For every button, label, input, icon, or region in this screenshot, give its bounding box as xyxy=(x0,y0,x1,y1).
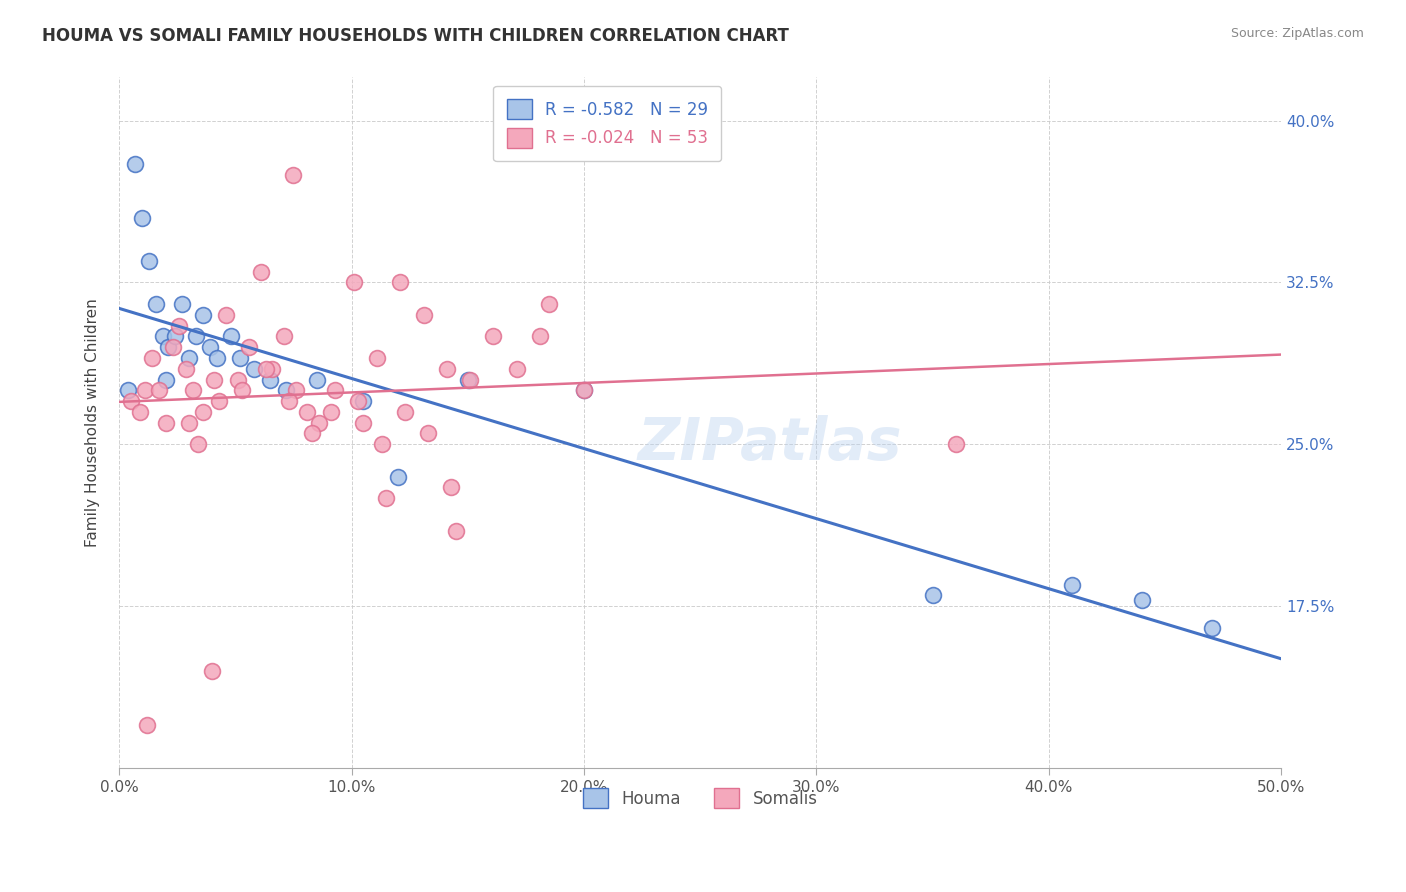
Point xyxy=(283,168,305,182)
Point xyxy=(273,329,295,343)
Point xyxy=(343,276,366,290)
Point xyxy=(198,340,221,354)
Point xyxy=(187,437,209,451)
Point xyxy=(191,308,214,322)
Point xyxy=(208,394,231,409)
Legend: Houma, Somalis: Houma, Somalis xyxy=(576,781,824,815)
Point xyxy=(352,416,374,430)
Point xyxy=(276,384,298,398)
Point xyxy=(170,297,193,311)
Point xyxy=(389,276,412,290)
Point xyxy=(375,491,398,506)
Point xyxy=(169,318,191,333)
Point xyxy=(250,265,273,279)
Point xyxy=(202,372,225,386)
Point xyxy=(238,340,260,354)
Point xyxy=(308,416,330,430)
Point xyxy=(347,394,370,409)
Point xyxy=(921,588,943,602)
Point xyxy=(162,340,184,354)
Point xyxy=(394,405,416,419)
Point xyxy=(1130,592,1153,607)
Y-axis label: Family Households with Children: Family Households with Children xyxy=(86,298,100,547)
Point xyxy=(945,437,967,451)
Point xyxy=(412,308,434,322)
Point xyxy=(117,384,139,398)
Point xyxy=(352,394,374,409)
Point xyxy=(458,372,481,386)
Point xyxy=(229,351,252,365)
Point xyxy=(156,340,179,354)
Point xyxy=(176,361,198,376)
Point xyxy=(177,416,200,430)
Point xyxy=(305,372,328,386)
Point xyxy=(138,253,160,268)
Point xyxy=(436,361,458,376)
Point xyxy=(259,372,281,386)
Point xyxy=(124,157,146,171)
Point xyxy=(201,664,224,678)
Point xyxy=(129,405,152,419)
Point xyxy=(366,351,388,365)
Point xyxy=(371,437,394,451)
Point xyxy=(254,361,277,376)
Text: HOUMA VS SOMALI FAMILY HOUSEHOLDS WITH CHILDREN CORRELATION CHART: HOUMA VS SOMALI FAMILY HOUSEHOLDS WITH C… xyxy=(42,27,789,45)
Point xyxy=(131,211,153,225)
Point xyxy=(243,361,266,376)
Point xyxy=(205,351,228,365)
Point xyxy=(1062,577,1084,591)
Point xyxy=(319,405,342,419)
Text: Source: ZipAtlas.com: Source: ZipAtlas.com xyxy=(1230,27,1364,40)
Point xyxy=(301,426,323,441)
Point xyxy=(572,384,595,398)
Point xyxy=(262,361,284,376)
Point xyxy=(177,351,200,365)
Point xyxy=(572,384,595,398)
Point xyxy=(184,329,207,343)
Point xyxy=(219,329,242,343)
Point xyxy=(505,361,527,376)
Point xyxy=(120,394,142,409)
Point xyxy=(387,469,409,483)
Point xyxy=(134,384,156,398)
Point xyxy=(183,384,205,398)
Point xyxy=(226,372,249,386)
Point xyxy=(191,405,214,419)
Point xyxy=(141,351,163,365)
Point xyxy=(482,329,505,343)
Point xyxy=(136,718,159,732)
Point xyxy=(152,329,174,343)
Point xyxy=(163,329,186,343)
Text: ZIPatlas: ZIPatlas xyxy=(638,415,903,472)
Point xyxy=(155,416,177,430)
Point xyxy=(284,384,307,398)
Point xyxy=(457,372,479,386)
Point xyxy=(215,308,238,322)
Point xyxy=(538,297,561,311)
Point xyxy=(444,524,467,538)
Point xyxy=(440,480,463,494)
Point xyxy=(277,394,299,409)
Point xyxy=(145,297,167,311)
Point xyxy=(323,384,346,398)
Point xyxy=(155,372,177,386)
Point xyxy=(297,405,319,419)
Point xyxy=(529,329,551,343)
Point xyxy=(418,426,440,441)
Point xyxy=(1201,621,1223,635)
Point xyxy=(231,384,253,398)
Point xyxy=(148,384,170,398)
